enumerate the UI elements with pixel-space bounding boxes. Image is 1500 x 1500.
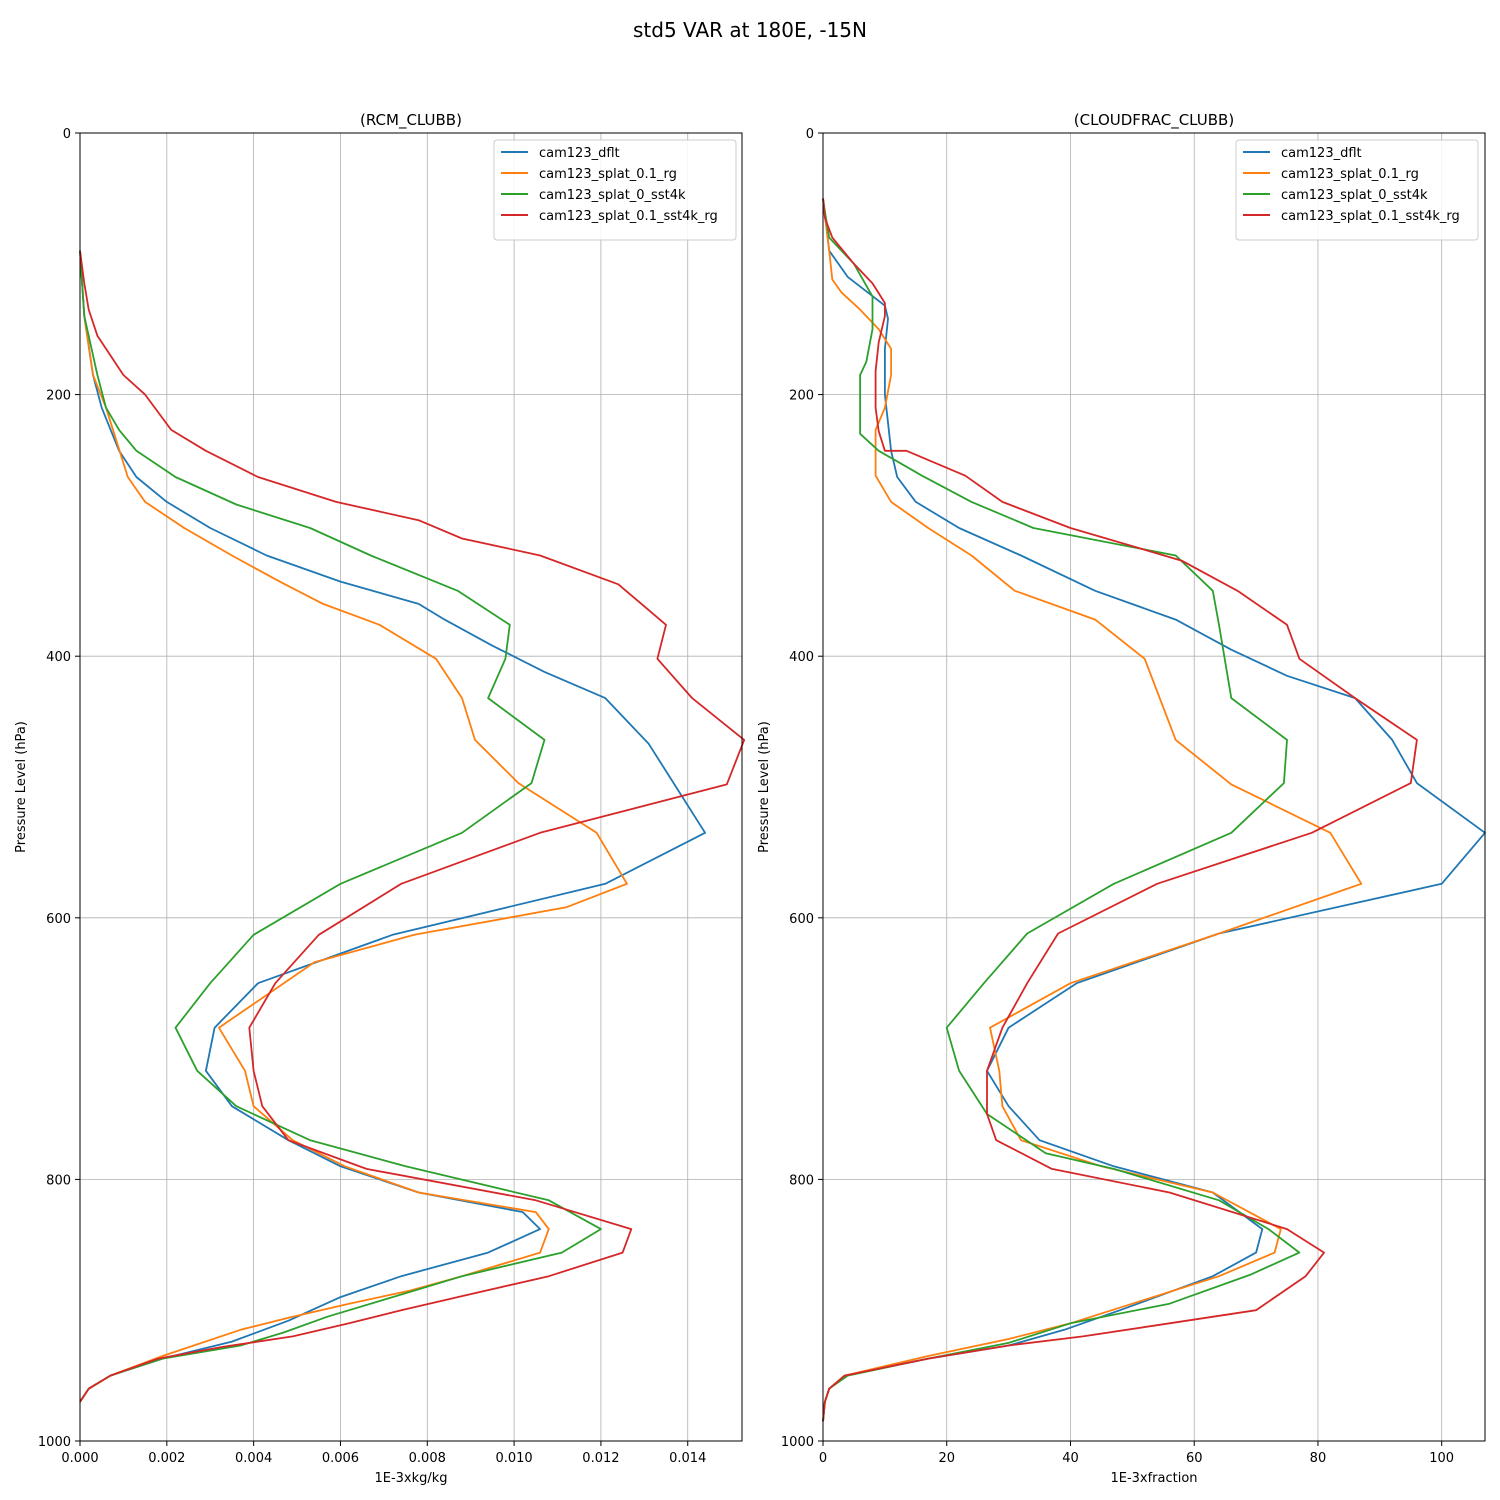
legend: cam123_dflt cam123_splat_0.1_rg cam123_spl… xyxy=(493,139,737,241)
y-tick-label: 800 xyxy=(789,1173,814,1188)
legend-entry-cam123-splat-0-1-rg: cam123_splat_0.1_rg xyxy=(539,167,677,182)
x-tick-label: 0.006 xyxy=(322,1451,359,1466)
legend-entry-cam123-splat-0-sst4k: cam123_splat_0_sst4k xyxy=(539,188,686,203)
legend-entry-cam123-dflt: cam123_dflt xyxy=(539,146,620,161)
series-line-cam123-splat-0-sst4k xyxy=(79,250,602,1403)
x-tick-label: 0.000 xyxy=(61,1451,98,1466)
y-axis-label: Pressure Level (hPa) xyxy=(14,721,29,853)
x-tick-label: 0.002 xyxy=(148,1451,185,1466)
legend: cam123_dflt cam123_splat_0.1_rg cam123_spl… xyxy=(1235,139,1479,241)
y-tick-label: 400 xyxy=(46,650,71,665)
x-tick-label: 0.012 xyxy=(582,1451,619,1466)
legend-entry-cam123-splat-0-1-sst4k-rg: cam123_splat_0.1_sst4k_rg xyxy=(1281,209,1460,224)
y-tick-label: 800 xyxy=(46,1173,71,1188)
y-tick-label: 0 xyxy=(63,127,71,142)
series-line-cam123-dflt xyxy=(822,198,1486,1422)
legend-entry-cam123-dflt: cam123_dflt xyxy=(1281,146,1362,161)
y-tick-label: 600 xyxy=(789,912,814,927)
series-line-cam123-splat-0-1-rg xyxy=(79,250,628,1403)
y-axis-label: Pressure Level (hPa) xyxy=(757,721,772,853)
x-tick-label: 0.010 xyxy=(495,1451,532,1466)
legend-entry-cam123-splat-0-1-rg: cam123_splat_0.1_rg xyxy=(1281,167,1419,182)
cloudfrac-clubb-panel: 0 20 40 60 80 10002004006008001000(CLOUDFRAC_… xyxy=(757,111,1486,1486)
legend-entry-cam123-splat-0-1-sst4k-rg: cam123_splat_0.1_sst4k_rg xyxy=(539,209,718,224)
x-tick-label: 80 xyxy=(1310,1451,1327,1466)
x-tick-label: 0.014 xyxy=(669,1451,706,1466)
y-tick-label: 1000 xyxy=(781,1435,814,1450)
x-tick-label: 0 xyxy=(819,1451,827,1466)
legend-box xyxy=(1235,139,1479,241)
series-line-cam123-splat-0-sst4k xyxy=(822,198,1301,1422)
y-tick-label: 1000 xyxy=(38,1435,71,1450)
x-tick-label: 0.008 xyxy=(409,1451,446,1466)
x-tick-label: 20 xyxy=(938,1451,955,1466)
y-tick-label: 400 xyxy=(789,650,814,665)
y-tick-label: 600 xyxy=(46,912,71,927)
rcm-clubb-panel: 0.000 0.002 0.004 0.006 0.008 0.010 0.012 0.014… xyxy=(14,111,746,1486)
figure-suptitle: std5 VAR at 180E, -15N xyxy=(633,18,867,42)
series-line-cam123-splat-0-1-sst4k-rg xyxy=(822,198,1418,1422)
panel-title: (RCM_CLUBB) xyxy=(360,111,462,130)
x-tick-label: 60 xyxy=(1186,1451,1203,1466)
y-tick-label: 0 xyxy=(806,127,814,142)
y-tick-label: 200 xyxy=(789,389,814,404)
series-line-cam123-splat-0-1-sst4k-rg xyxy=(79,250,746,1403)
axes-frame xyxy=(79,132,743,1442)
y-tick-label: 200 xyxy=(46,389,71,404)
series-line-cam123-dflt xyxy=(79,250,706,1403)
panel-title: (CLOUDFRAC_CLUBB) xyxy=(1074,111,1234,130)
legend-entry-cam123-splat-0-sst4k: cam123_splat_0_sst4k xyxy=(1281,188,1428,203)
x-tick-label: 40 xyxy=(1062,1451,1079,1466)
series-line-cam123-splat-0-1-rg xyxy=(822,198,1363,1422)
x-axis-label: 1E-3xfraction xyxy=(1110,1471,1197,1486)
axes-frame xyxy=(822,132,1486,1442)
x-tick-label: 0.004 xyxy=(235,1451,272,1466)
legend-box xyxy=(493,139,737,241)
x-tick-label: 100 xyxy=(1429,1451,1454,1466)
x-axis-label: 1E-3xkg/kg xyxy=(374,1471,447,1486)
